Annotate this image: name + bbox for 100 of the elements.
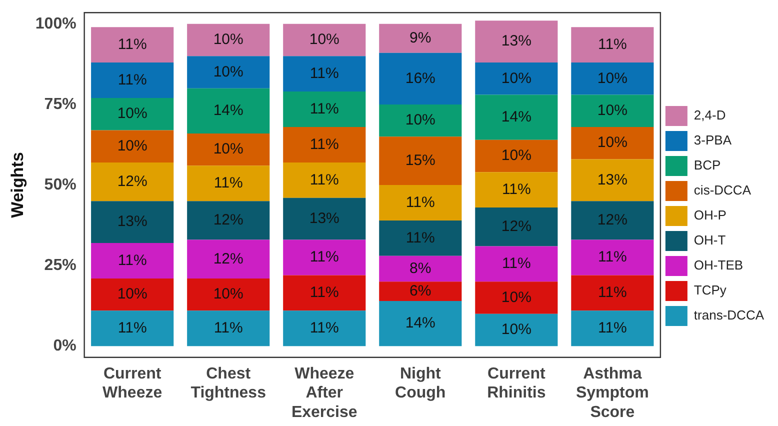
bar bbox=[475, 314, 558, 346]
data-label: 11% bbox=[118, 71, 147, 88]
data-label: 11% bbox=[598, 320, 627, 337]
bar bbox=[91, 201, 174, 244]
bar bbox=[283, 240, 366, 276]
data-label: 11% bbox=[118, 252, 147, 269]
data-label: 11% bbox=[118, 36, 147, 53]
legend-label: OH-T bbox=[694, 232, 726, 248]
bar bbox=[91, 278, 174, 311]
bar bbox=[187, 278, 270, 311]
bar bbox=[571, 159, 654, 202]
bar bbox=[475, 140, 558, 172]
data-label: 13% bbox=[309, 210, 340, 227]
data-label: 11% bbox=[310, 136, 339, 153]
data-label: 10% bbox=[213, 63, 244, 80]
y-tick-label: 100% bbox=[35, 15, 76, 32]
data-label: 11% bbox=[310, 248, 339, 266]
data-label: 12% bbox=[501, 218, 532, 236]
bar bbox=[571, 240, 654, 276]
bar bbox=[283, 92, 366, 127]
bar bbox=[475, 282, 558, 314]
x-tick-label: Night Cough bbox=[395, 365, 446, 402]
data-label: 12% bbox=[117, 172, 148, 190]
bar bbox=[379, 256, 462, 282]
data-label: 15% bbox=[405, 152, 436, 169]
data-label: 10% bbox=[597, 134, 628, 152]
bar bbox=[91, 243, 174, 278]
bar bbox=[571, 94, 654, 127]
x-tick-label: Current Rhinitis bbox=[487, 365, 546, 402]
data-label: 10% bbox=[501, 321, 532, 338]
data-label: 6% bbox=[410, 282, 432, 300]
bar bbox=[283, 126, 366, 162]
data-label: 10% bbox=[501, 147, 532, 164]
bar bbox=[283, 198, 366, 240]
bar bbox=[475, 94, 558, 140]
bar bbox=[571, 126, 654, 160]
x-tick-label: Wheeze After Exercise bbox=[291, 365, 358, 421]
bar bbox=[379, 136, 462, 185]
data-label: 11% bbox=[598, 248, 627, 266]
bar bbox=[379, 301, 462, 346]
bar bbox=[475, 208, 558, 246]
bar bbox=[379, 52, 462, 104]
legend-label: cis-DCCA bbox=[694, 182, 752, 198]
data-label: 10% bbox=[117, 286, 148, 303]
y-axis-title: Weights bbox=[8, 152, 27, 218]
data-label: 13% bbox=[597, 171, 628, 188]
data-label: 11% bbox=[310, 64, 339, 82]
bar bbox=[91, 130, 174, 162]
data-label: 8% bbox=[410, 260, 432, 277]
data-label: 11% bbox=[598, 36, 627, 53]
bar bbox=[283, 24, 366, 56]
bar bbox=[571, 62, 654, 95]
data-label: 14% bbox=[213, 102, 244, 120]
y-tick-label: 50% bbox=[44, 176, 76, 194]
bar bbox=[283, 56, 366, 92]
data-label: 10% bbox=[213, 140, 244, 158]
bar bbox=[379, 24, 462, 53]
bar bbox=[283, 310, 366, 346]
data-label: 10% bbox=[117, 137, 148, 154]
bar bbox=[475, 246, 558, 282]
data-label: 10% bbox=[117, 105, 148, 122]
x-tick-label: Current Wheeze bbox=[102, 365, 162, 402]
legend-label: OH-P bbox=[694, 208, 726, 223]
bar bbox=[187, 240, 270, 278]
y-tick-label: 0% bbox=[53, 338, 76, 355]
y-tick-label: 75% bbox=[44, 96, 76, 113]
data-label: 12% bbox=[213, 250, 244, 268]
x-tick-label: Chest Tightness bbox=[190, 365, 266, 402]
bar bbox=[91, 310, 174, 346]
bar bbox=[283, 162, 366, 198]
bar bbox=[187, 166, 270, 202]
bar bbox=[187, 310, 270, 346]
data-label: 11% bbox=[310, 284, 339, 302]
bar bbox=[91, 162, 174, 202]
bar bbox=[379, 220, 462, 256]
data-label: 14% bbox=[501, 108, 532, 126]
data-label: 13% bbox=[501, 32, 532, 50]
bar bbox=[571, 27, 654, 63]
data-label: 10% bbox=[597, 70, 628, 87]
bar bbox=[91, 98, 174, 130]
data-label: 10% bbox=[309, 31, 340, 48]
data-label: 10% bbox=[597, 102, 628, 120]
bar bbox=[475, 172, 558, 208]
data-label: 13% bbox=[117, 213, 148, 230]
bar bbox=[475, 62, 558, 95]
x-tick-label: Asthma Symptom Score bbox=[576, 365, 649, 421]
data-label: 11% bbox=[406, 229, 435, 246]
bar bbox=[379, 282, 462, 302]
bar bbox=[187, 133, 270, 166]
bar bbox=[187, 56, 270, 88]
bar bbox=[187, 201, 270, 240]
data-label: 11% bbox=[118, 320, 147, 337]
data-label: 10% bbox=[213, 286, 244, 303]
legend-label: 3-PBA bbox=[694, 132, 732, 148]
data-label: 12% bbox=[213, 212, 244, 229]
legend-label: 2,4-D bbox=[694, 108, 726, 123]
bar bbox=[283, 275, 366, 311]
bar bbox=[475, 20, 558, 63]
y-tick-label: 25% bbox=[44, 256, 76, 274]
legend-label: OH-TEB bbox=[694, 258, 744, 273]
